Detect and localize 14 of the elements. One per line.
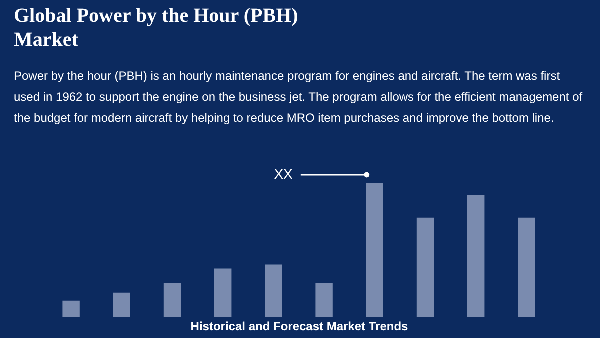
bar	[468, 195, 485, 317]
bar	[62, 300, 80, 317]
bar	[113, 292, 130, 317]
bar	[518, 218, 536, 317]
bar	[214, 268, 232, 317]
bar	[416, 218, 434, 317]
bar	[316, 284, 333, 317]
text: XX	[274, 166, 294, 182]
bar	[164, 284, 182, 317]
x-axis-title: Historical and Forecast Market Trends	[190, 320, 409, 334]
chart-title: Global Power by the Hour (PBH) Market	[14, 4, 300, 52]
bar	[366, 183, 384, 317]
bar	[265, 264, 282, 317]
chart-subtitle: Power by the hour (PBH) is an hourly maintenance program for engines and aircraft. The term was first used in 1962 to support the engine on the business jet. The program allows for the efficient management of the budget for modern aircraft by helping to reduce MRO item purchases and improve the bottom line.	[14, 68, 584, 127]
